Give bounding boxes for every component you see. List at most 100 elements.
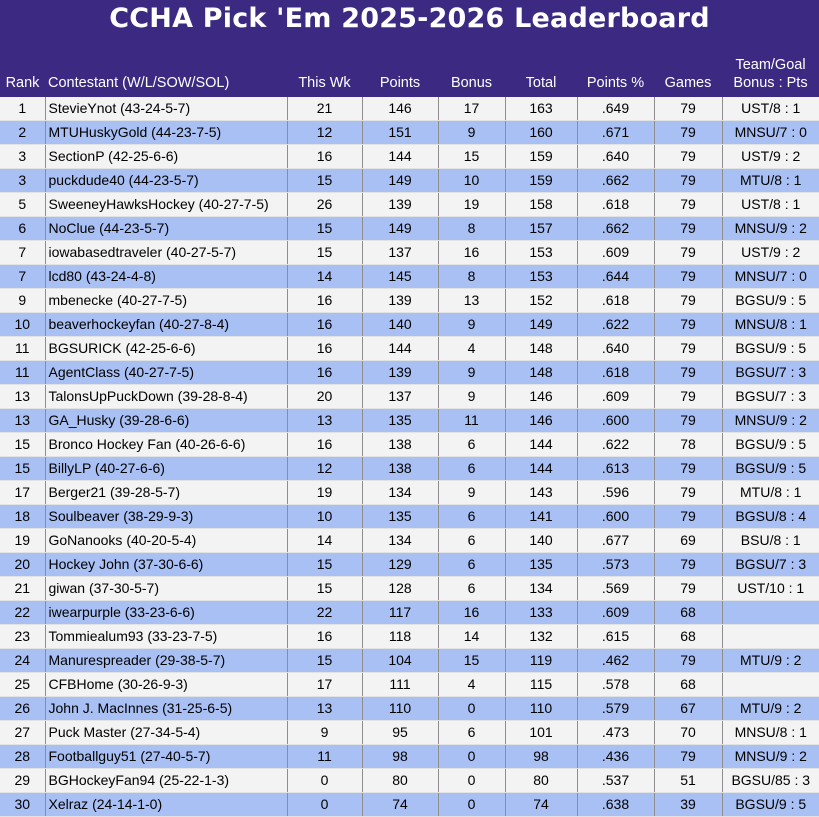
cell-points-pct: .436 xyxy=(577,744,655,769)
cell-bonus: 14 xyxy=(438,624,506,649)
col-header-this-week[interactable]: This Wk xyxy=(287,37,362,97)
cell-team-goal-bonus: BGSU/9 : 5 xyxy=(722,336,819,361)
table-row: 20 Hockey John (37-30-6-6) 15 129 6 135.573 79… xyxy=(0,552,819,577)
cell-contestant: NoClue (44-23-5-7) xyxy=(45,216,288,241)
cell-team-goal-bonus: BGSU/9 : 5 xyxy=(722,288,819,313)
cell-rank: 22 xyxy=(0,600,46,625)
cell-bonus: 0 xyxy=(438,744,506,769)
table-row: 6 NoClue (44-23-5-7) 15 149 8 157.662 79 MNSU/9… xyxy=(0,216,819,241)
cell-points: 118 xyxy=(362,624,439,649)
cell-rank: 23 xyxy=(0,624,46,649)
cell-points-pct: .677 xyxy=(577,528,655,553)
cell-bonus: 15 xyxy=(438,144,506,169)
cell-team-goal-bonus: BGSU/7 : 3 xyxy=(722,552,819,577)
cell-rank: 6 xyxy=(0,216,46,241)
table-row: 30 Xelraz (24-14-1-0) 0 74 0 74.638 39 BGSU/9 :… xyxy=(0,792,819,817)
cell-contestant: Hockey John (37-30-6-6) xyxy=(45,552,288,577)
cell-this-week: 15 xyxy=(287,648,363,673)
cell-total: 143 xyxy=(505,480,578,505)
cell-rank: 19 xyxy=(0,528,46,553)
cell-bonus: 0 xyxy=(438,696,506,721)
cell-points-pct: .600 xyxy=(577,504,655,529)
cell-points: 151 xyxy=(362,120,439,145)
cell-total: 153 xyxy=(505,240,578,265)
cell-bonus: 16 xyxy=(438,240,506,265)
cell-points: 104 xyxy=(362,648,439,673)
cell-total: 160 xyxy=(505,120,578,145)
cell-this-week: 16 xyxy=(287,288,363,313)
cell-games: 79 xyxy=(654,288,723,313)
cell-team-goal-bonus: UST/10 : 1 xyxy=(722,576,819,601)
cell-team-goal-bonus: UST/8 : 1 xyxy=(722,192,819,217)
cell-this-week: 15 xyxy=(287,168,363,193)
cell-games: 79 xyxy=(654,192,723,217)
cell-games: 79 xyxy=(654,576,723,601)
cell-games: 79 xyxy=(654,264,723,289)
cell-points-pct: .662 xyxy=(577,168,655,193)
cell-rank: 17 xyxy=(0,480,46,505)
cell-games: 79 xyxy=(654,360,723,385)
cell-points: 135 xyxy=(362,504,439,529)
cell-total: 144 xyxy=(505,432,578,457)
col-header-points-pct[interactable]: Points % xyxy=(577,37,654,97)
col-header-games[interactable]: Games xyxy=(654,37,722,97)
col-header-team-goal-line1: Team/Goal xyxy=(735,57,806,73)
cell-games: 79 xyxy=(654,144,723,169)
cell-points: 137 xyxy=(362,384,439,409)
cell-rank: 30 xyxy=(0,792,46,817)
cell-points: 129 xyxy=(362,552,439,577)
cell-points: 139 xyxy=(362,288,439,313)
cell-points-pct: .609 xyxy=(577,240,655,265)
col-header-total[interactable]: Total xyxy=(505,37,577,97)
cell-bonus: 9 xyxy=(438,384,506,409)
table-row: 7 lcd80 (43-24-4-8) 14 145 8 153.644 79 MNSU/7 … xyxy=(0,264,819,289)
col-header-points[interactable]: Points xyxy=(362,37,438,97)
col-header-team-goal-bonus[interactable]: Team/Goal Bonus : Pts xyxy=(722,37,819,97)
cell-this-week: 15 xyxy=(287,576,363,601)
cell-total: 148 xyxy=(505,336,578,361)
table-row: 11 BGSURICK (42-25-6-6) 16 144 4 148.640 79 BGS… xyxy=(0,336,819,361)
cell-this-week: 15 xyxy=(287,552,363,577)
cell-this-week: 12 xyxy=(287,456,363,481)
cell-points-pct: .644 xyxy=(577,264,655,289)
col-header-contestant[interactable]: Contestant (W/L/SOW/SOL) xyxy=(45,37,287,97)
cell-points-pct: .569 xyxy=(577,576,655,601)
cell-team-goal-bonus: MTU/8 : 1 xyxy=(722,168,819,193)
cell-team-goal-bonus: MNSU/7 : 0 xyxy=(722,264,819,289)
cell-total: 135 xyxy=(505,552,578,577)
col-header-bonus[interactable]: Bonus xyxy=(438,37,505,97)
cell-contestant: MTUHuskyGold (44-23-7-5) xyxy=(45,120,288,145)
cell-bonus: 6 xyxy=(438,552,506,577)
col-header-rank[interactable]: Rank xyxy=(0,37,45,97)
cell-rank: 13 xyxy=(0,408,46,433)
cell-this-week: 19 xyxy=(287,480,363,505)
table-row: 5 SweeneyHawksHockey (40-27-7-5) 26 139 19 15… xyxy=(0,192,819,217)
cell-team-goal-bonus: MTU/9 : 2 xyxy=(722,648,819,673)
cell-games: 79 xyxy=(654,648,723,673)
table-row: 22 iwearpurple (33-23-6-6) 22 117 16 133.609 6… xyxy=(0,600,819,625)
cell-team-goal-bonus: UST/8 : 1 xyxy=(722,97,819,121)
cell-this-week: 16 xyxy=(287,624,363,649)
leaderboard-body: 1 StevieYnot (43-24-5-7) 21 146 17 163.649 79 U… xyxy=(0,97,819,817)
cell-total: 163 xyxy=(505,97,578,121)
cell-contestant: John J. MacInnes (31-25-6-5) xyxy=(45,696,288,721)
cell-points-pct: .615 xyxy=(577,624,655,649)
cell-this-week: 10 xyxy=(287,504,363,529)
cell-total: 74 xyxy=(505,792,578,817)
cell-points: 98 xyxy=(362,744,439,769)
cell-total: 115 xyxy=(505,672,578,697)
cell-points-pct: .578 xyxy=(577,672,655,697)
cell-points-pct: .622 xyxy=(577,432,655,457)
cell-total: 153 xyxy=(505,264,578,289)
cell-points-pct: .649 xyxy=(577,97,655,121)
cell-total: 146 xyxy=(505,384,578,409)
cell-games: 79 xyxy=(654,312,723,337)
cell-games: 68 xyxy=(654,672,723,697)
cell-total: 132 xyxy=(505,624,578,649)
table-row: 13 GA_Husky (39-28-6-6) 13 135 11 146.600 79 MN… xyxy=(0,408,819,433)
cell-rank: 13 xyxy=(0,384,46,409)
cell-team-goal-bonus: BGSU/85 : 3 xyxy=(722,768,819,793)
cell-bonus: 15 xyxy=(438,648,506,673)
table-row: 21 giwan (37-30-5-7) 15 128 6 134.569 79 UST/10… xyxy=(0,576,819,601)
